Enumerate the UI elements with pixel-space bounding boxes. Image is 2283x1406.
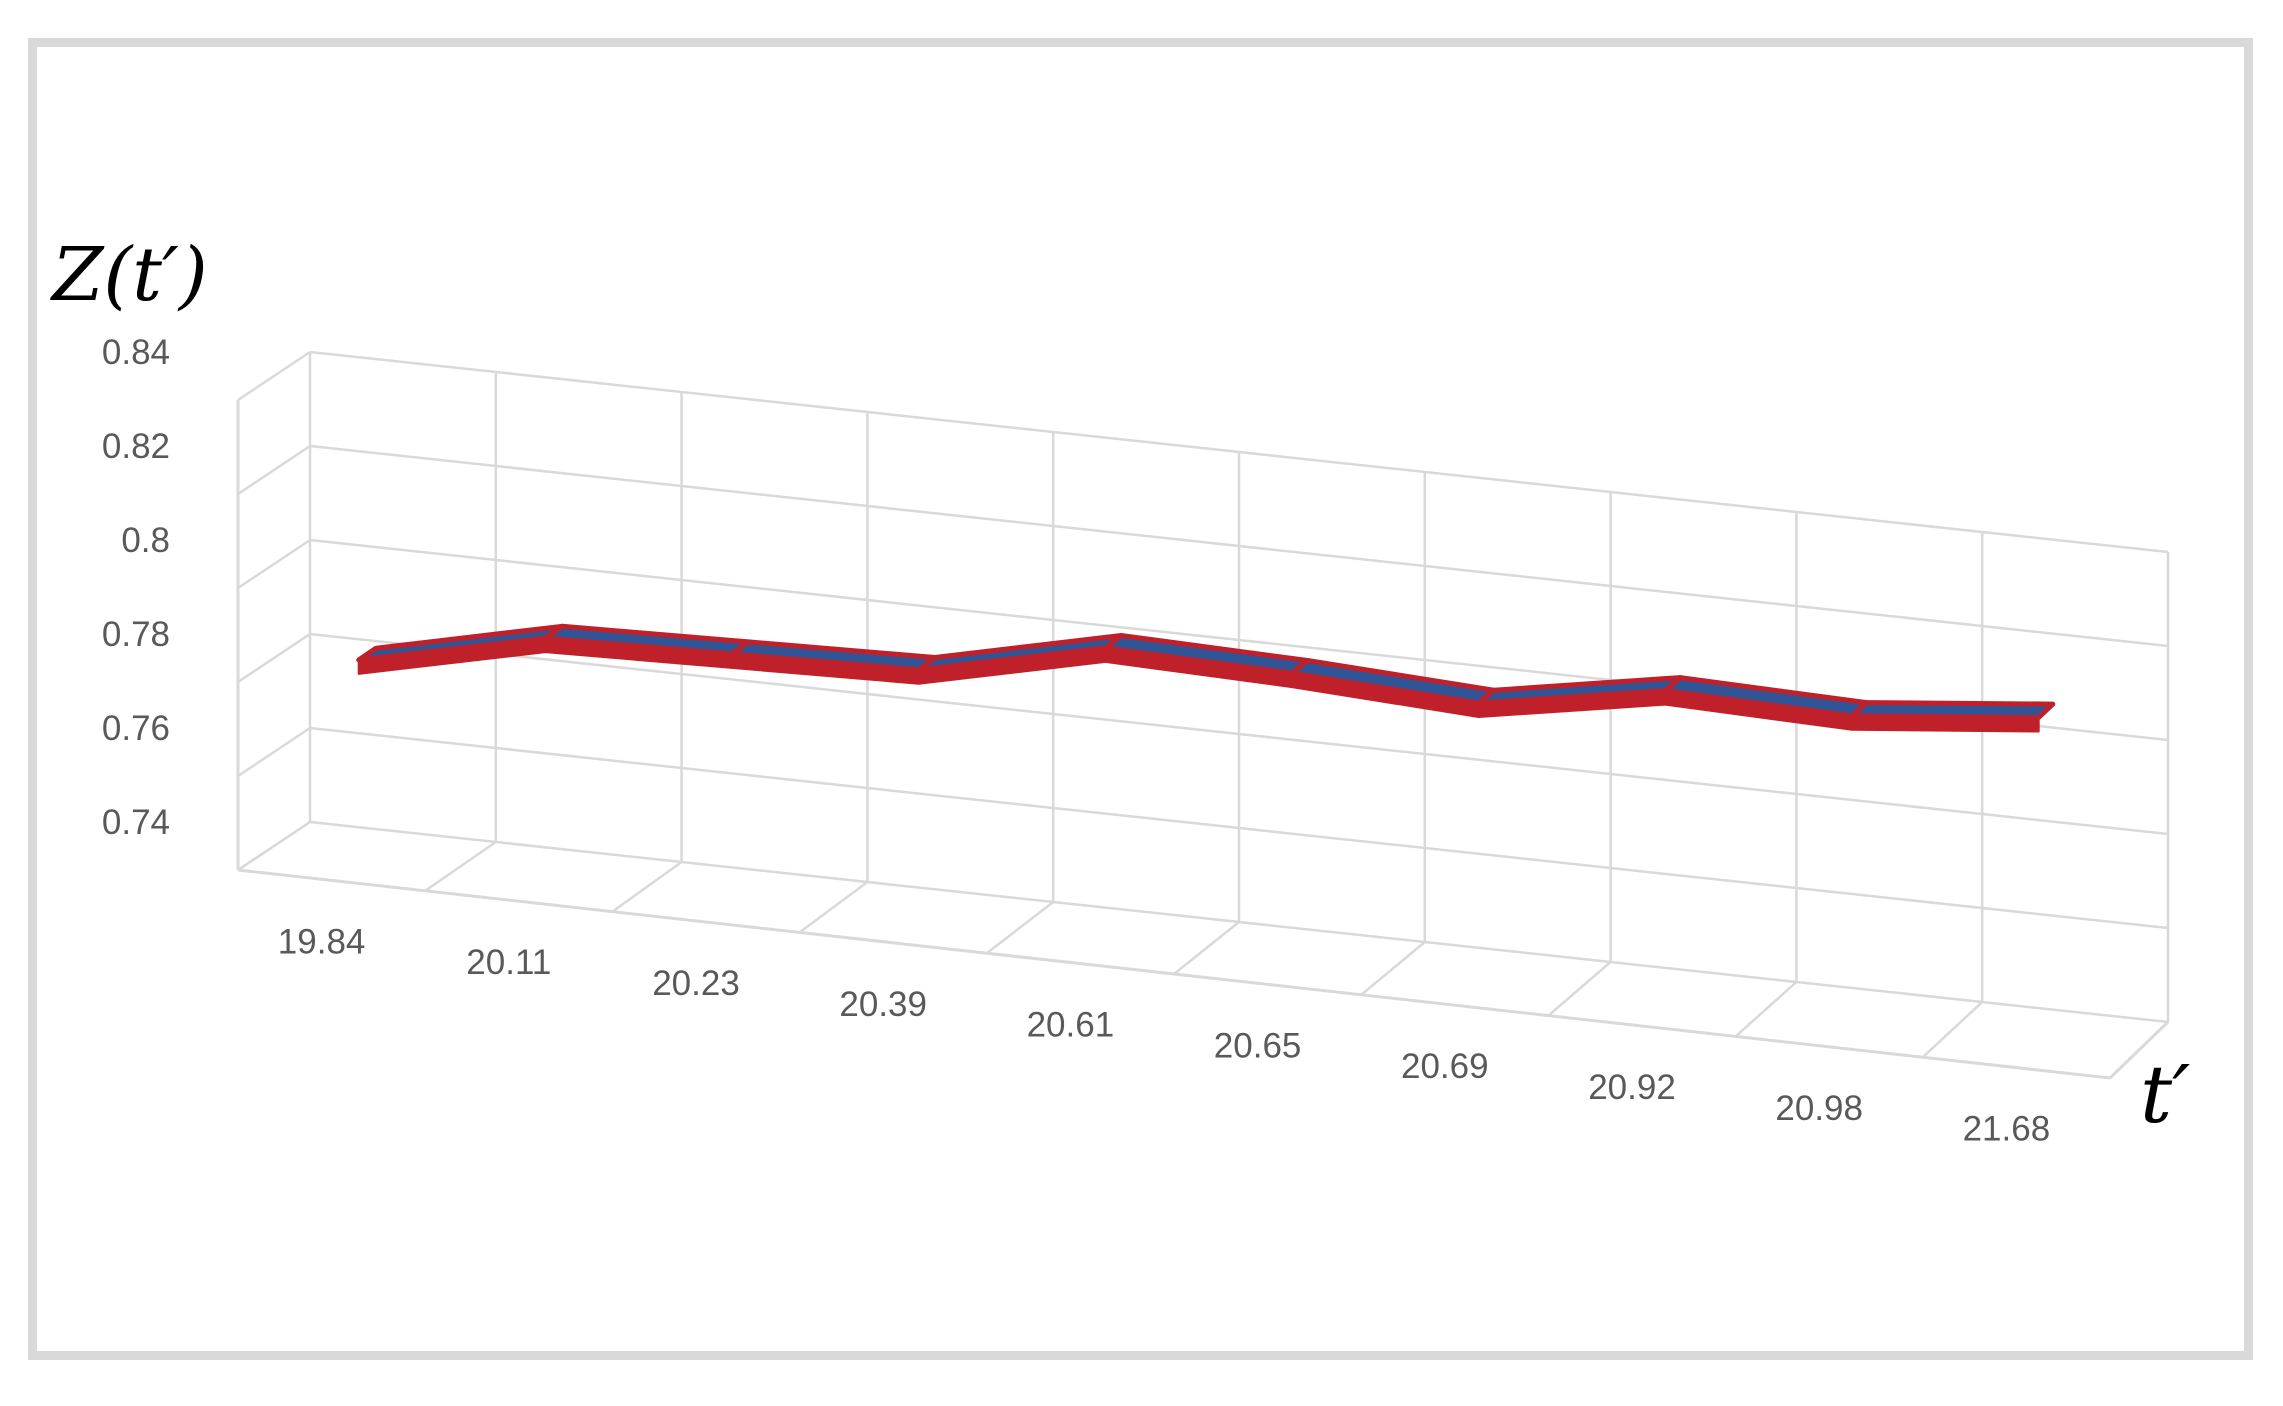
x-tick-label-6: 20.69 <box>1401 1047 1489 1086</box>
ribbon-segment-7 <box>1662 675 1869 731</box>
floor-gridline-2 <box>611 860 683 913</box>
chart-frame <box>28 38 2253 1360</box>
x-tick-label-5: 20.65 <box>1214 1026 1302 1065</box>
y-tick-label-4: 0.82 <box>102 427 170 466</box>
x-tick-label-9: 21.68 <box>1963 1110 2051 1149</box>
side-gridline-2 <box>237 632 311 684</box>
floor-gridline-1 <box>424 840 497 892</box>
floor-right-edge <box>2108 1020 2170 1080</box>
floor-gridline-8 <box>1734 981 1798 1038</box>
ribbon-segment-6 <box>1476 675 1683 718</box>
x-tick-labels: 19.84 20.11 20.23 20.39 20.61 20.65 20.69 20.92… <box>278 922 2050 1148</box>
y-axis-title: Z(t′) <box>50 232 208 318</box>
x-tick-label-1: 20.11 <box>466 943 551 982</box>
y-tick-label-1: 0.76 <box>102 709 170 748</box>
floor-gridline-7 <box>1547 961 1612 1017</box>
floor-gridline-4 <box>986 901 1054 955</box>
x-tick-label-8: 20.98 <box>1775 1089 1863 1128</box>
x-tick-label-7: 20.92 <box>1588 1068 1676 1107</box>
ribbon-layer <box>356 623 2056 733</box>
ribbon-top-8 <box>1849 700 2056 720</box>
floor-gridline-0 <box>237 820 311 872</box>
floor-gridline-3 <box>798 880 869 934</box>
x-tick-label-0: 19.84 <box>278 922 366 961</box>
ribbon-segment-0 <box>356 623 565 675</box>
side-gridline-3 <box>237 538 311 590</box>
x-axis-line <box>237 868 2111 1080</box>
y-tick-labels: 0.74 0.76 0.78 0.8 0.82 0.84 <box>102 333 170 842</box>
ribbon-segment-2 <box>729 639 938 685</box>
x-tick-label-2: 20.23 <box>652 964 740 1003</box>
side-gridline-1 <box>237 726 311 778</box>
y-tick-label-3: 0.8 <box>121 521 170 560</box>
floor-gridline-5 <box>1173 921 1240 975</box>
x-tick-label-3: 20.39 <box>839 985 927 1024</box>
x-axis-title: t′ <box>2140 1048 2190 1141</box>
ribbon-segment-5 <box>1289 658 1497 718</box>
side-gridline-4 <box>237 444 311 496</box>
ribbon-segment-8 <box>1849 700 2056 733</box>
ribbon-segment-3 <box>916 633 1124 685</box>
floor-gridline-6 <box>1360 941 1426 996</box>
floor-gridline-9 <box>1921 1001 1984 1059</box>
y-tick-label-0: 0.74 <box>102 803 170 842</box>
x-tick-label-4: 20.61 <box>1027 1006 1115 1045</box>
y-tick-label-5: 0.84 <box>102 333 170 372</box>
y-tick-label-2: 0.78 <box>102 615 170 654</box>
side-gridline-5 <box>237 350 311 402</box>
